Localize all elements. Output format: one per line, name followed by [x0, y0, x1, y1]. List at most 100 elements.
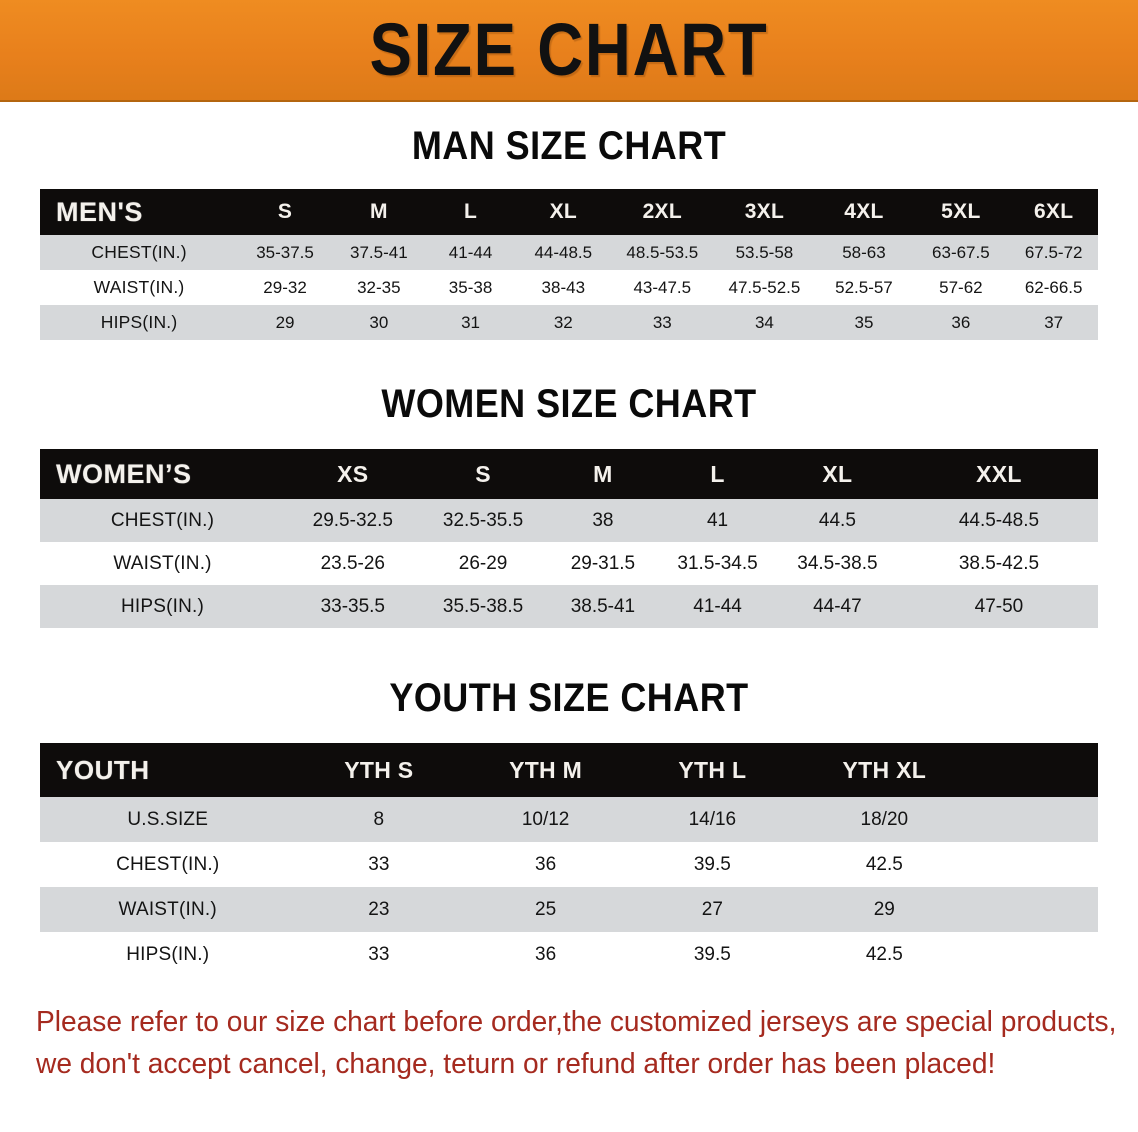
women-chest-xs: 29.5-32.5	[312, 509, 393, 531]
women-hips-l: 41-44	[693, 595, 742, 617]
man-col-6xl: 6XL	[1033, 200, 1074, 223]
man-row-label-waist: WAIST(IN.)	[93, 277, 185, 297]
man-chest-6xl: 67.5-72	[1024, 242, 1083, 262]
youth-chest-yth-s: 33	[368, 853, 390, 875]
youth-header-row: YOUTH YTH S YTH M YTH L YTH XL	[40, 743, 1098, 797]
youth-ussize-yth-s: 8	[373, 808, 385, 830]
women-waist-l: 31.5-34.5	[677, 552, 758, 574]
women-hips-xxl: 47-50	[974, 595, 1024, 617]
women-hips-xs: 33-35.5	[320, 595, 386, 617]
man-col-3xl: 3XL	[744, 200, 785, 223]
man-header-label: MEN'S	[56, 196, 143, 227]
youth-row-label-chest: CHEST(IN.)	[116, 853, 220, 875]
youth-col-yth-s: YTH S	[344, 756, 414, 783]
women-col-xl: XL	[822, 460, 853, 487]
women-chest-s: 32.5-35.5	[442, 509, 524, 531]
man-hips-s: 29	[275, 312, 295, 332]
women-header-label: WOMEN’S	[56, 458, 192, 489]
man-hips-6xl: 37	[1044, 312, 1064, 332]
man-waist-6xl: 62-66.5	[1024, 277, 1083, 297]
man-waist-2xl: 43-47.5	[633, 277, 692, 297]
man-waist-l: 35-38	[448, 277, 493, 297]
youth-header-label: YOUTH	[56, 754, 150, 785]
women-waist-xxl: 38.5-42.5	[958, 552, 1040, 574]
women-chest-xxl: 44.5-48.5	[958, 509, 1040, 531]
man-chest-3xl: 53.5-58	[735, 242, 794, 262]
disclaimer-note: Please refer to our size chart before or…	[36, 1001, 1117, 1085]
women-col-m: M	[593, 460, 613, 487]
man-col-s: S	[277, 200, 293, 223]
man-chest-4xl: 58-63	[842, 242, 886, 262]
youth-ussize-yth-m: 10/12	[521, 808, 570, 830]
man-hips-5xl: 36	[951, 312, 971, 332]
youth-hips-yth-s: 33	[368, 943, 390, 965]
women-hips-xl: 44-47	[813, 595, 862, 617]
women-waist-s: 26-29	[458, 552, 508, 574]
man-header-row: MEN'S S M L XL 2XL 3XL 4XL 5XL 6XL	[40, 189, 1098, 235]
table-row: CHEST(IN.) 29.5-32.5 32.5-35.5 38 41 44.…	[40, 499, 1098, 542]
women-waist-xl: 34.5-38.5	[797, 552, 878, 574]
man-chest-xl: 44-48.5	[534, 242, 593, 262]
youth-waist-empty	[973, 887, 1098, 932]
youth-section-title: YOUTH SIZE CHART	[389, 676, 749, 720]
man-col-m: M	[369, 200, 388, 223]
youth-row-label-hips: HIPS(IN.)	[126, 943, 210, 965]
youth-chest-yth-xl: 42.5	[865, 853, 903, 875]
women-row-label-hips: HIPS(IN.)	[120, 595, 205, 617]
women-col-xxl: XXL	[976, 460, 1022, 487]
youth-col-yth-m: YTH M	[509, 756, 583, 783]
women-chest-l: 41	[706, 509, 729, 531]
women-hips-s: 35.5-38.5	[442, 595, 524, 617]
disclaimer-line-1: Please refer to our size chart before or…	[36, 1006, 1117, 1038]
man-waist-s: 29-32	[263, 277, 307, 297]
women-col-l: L	[710, 460, 725, 487]
table-row: CHEST(IN.) 33 36 39.5 42.5	[40, 842, 1098, 887]
youth-waist-yth-m: 25	[535, 898, 557, 920]
women-waist-m: 29-31.5	[570, 552, 636, 574]
man-hips-4xl: 35	[854, 312, 874, 332]
table-row: HIPS(IN.) 33-35.5 35.5-38.5 38.5-41 41-4…	[40, 585, 1098, 628]
man-table-head: MEN'S S M L XL 2XL 3XL 4XL 5XL 6XL	[40, 189, 1098, 235]
man-hips-3xl: 34	[754, 312, 774, 332]
man-waist-xl: 38-43	[541, 277, 586, 297]
youth-hips-empty	[973, 932, 1098, 977]
youth-waist-yth-xl: 29	[873, 898, 895, 920]
youth-chest-yth-l: 39.5	[693, 853, 731, 875]
women-col-xs: XS	[337, 460, 369, 487]
man-chest-s: 35-37.5	[256, 242, 314, 262]
women-table-head: WOMEN’S XS S M L XL XXL	[40, 449, 1098, 499]
man-row-label-chest: CHEST(IN.)	[91, 242, 187, 262]
table-row: HIPS(IN.) 33 36 39.5 42.5	[40, 932, 1098, 977]
man-col-l: L	[463, 200, 478, 223]
women-header-row: WOMEN’S XS S M L XL XXL	[40, 449, 1098, 499]
table-row: WAIST(IN.) 29-32 32-35 35-38 38-43 43-47…	[40, 270, 1098, 305]
youth-table-body: U.S.SIZE 8 10/12 14/16 18/20 CHEST(IN.) …	[40, 797, 1098, 977]
women-hips-m: 38.5-41	[570, 595, 636, 617]
man-col-xl: XL	[549, 200, 578, 223]
page-title: SIZE CHART	[369, 8, 769, 91]
man-chest-l: 41-44	[448, 242, 493, 262]
youth-col-yth-xl: YTH XL	[842, 756, 927, 783]
youth-chest-empty	[973, 842, 1098, 887]
women-col-s: S	[475, 460, 491, 487]
table-row: CHEST(IN.) 35-37.5 37.5-41 41-44 44-48.5…	[40, 235, 1098, 270]
man-hips-xl: 32	[553, 312, 573, 332]
youth-ussize-yth-xl: 18/20	[860, 808, 909, 830]
man-waist-5xl: 57-62	[939, 277, 983, 297]
man-waist-m: 32-35	[357, 277, 401, 297]
women-waist-xs: 23.5-26	[320, 552, 386, 574]
women-table-wrapper: WOMEN’S XS S M L XL XXL CHEST(IN.) 29.5-…	[40, 449, 1098, 628]
youth-ussize-yth-l: 14/16	[688, 808, 737, 830]
man-hips-m: 30	[369, 312, 389, 332]
youth-table-head: YOUTH YTH S YTH M YTH L YTH XL	[40, 743, 1098, 797]
man-size-table: MEN'S S M L XL 2XL 3XL 4XL 5XL 6XL CHEST…	[40, 189, 1098, 340]
man-row-label-hips: HIPS(IN.)	[100, 312, 178, 332]
women-table-body: CHEST(IN.) 29.5-32.5 32.5-35.5 38 41 44.…	[40, 499, 1098, 628]
youth-waist-yth-l: 27	[701, 898, 723, 920]
man-table-wrapper: MEN'S S M L XL 2XL 3XL 4XL 5XL 6XL CHEST…	[40, 189, 1098, 340]
man-hips-2xl: 33	[652, 312, 672, 332]
youth-size-table: YOUTH YTH S YTH M YTH L YTH XL U.S.SIZE …	[40, 743, 1098, 977]
youth-hips-yth-l: 39.5	[693, 943, 731, 965]
man-col-2xl: 2XL	[642, 200, 682, 223]
youth-col-empty	[973, 743, 1098, 797]
